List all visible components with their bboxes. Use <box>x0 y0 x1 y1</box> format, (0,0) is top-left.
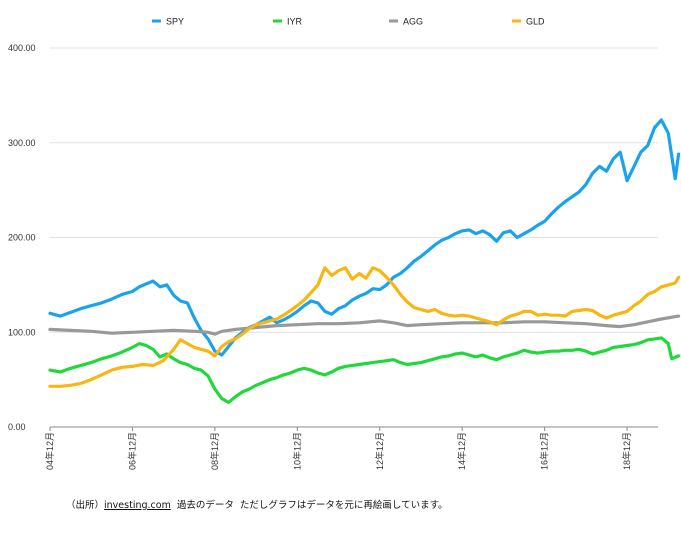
x-axis: 04年12月 06年12月 08年12月 10年12月 12年12月 14年12月 16年1… <box>44 427 632 470</box>
source-suffix: 過去のデータ ただしグラフはデータを元に再絵画しています。 <box>170 500 448 511</box>
legend-label-agg: AGG <box>403 17 423 27</box>
series-line-agg <box>48 314 681 336</box>
x-tick-label: 18年12月 <box>621 432 632 470</box>
y-tick-label: 300.00 <box>8 138 36 148</box>
chart-series <box>48 118 681 404</box>
source-link[interactable]: investing.com <box>104 500 171 511</box>
y-tick-label: 200.00 <box>8 233 36 243</box>
x-tick-label: 16年12月 <box>539 432 550 470</box>
x-tick-label: 06年12月 <box>126 432 137 470</box>
chart-legend: SPY IYR AGG GLD <box>152 17 545 27</box>
series-line-spy <box>48 118 681 357</box>
chart-gridlines <box>50 47 658 428</box>
series-line-iyr <box>48 336 681 404</box>
legend-label-iyr: IYR <box>287 17 303 27</box>
x-tick-label: 10年12月 <box>291 432 302 470</box>
source-note: （出所）investing.com 過去のデータ ただしグラフはデータを元に再絵… <box>66 497 448 511</box>
x-tick-label: 08年12月 <box>209 432 220 470</box>
x-tick-label: 12年12月 <box>374 432 385 470</box>
y-tick-label: 100.00 <box>8 327 36 337</box>
source-prefix: （出所） <box>66 500 105 511</box>
y-axis: 0.00 100.00 200.00 300.00 400.00 <box>8 43 36 432</box>
legend-label-gld: GLD <box>526 17 545 27</box>
x-tick-label: 14年12月 <box>456 432 467 470</box>
series-line-gld <box>48 266 681 388</box>
y-tick-label: 400.00 <box>8 43 36 53</box>
legend-label-spy: SPY <box>166 17 184 27</box>
x-tick-label: 04年12月 <box>44 432 55 470</box>
y-tick-label: 0.00 <box>8 422 26 432</box>
